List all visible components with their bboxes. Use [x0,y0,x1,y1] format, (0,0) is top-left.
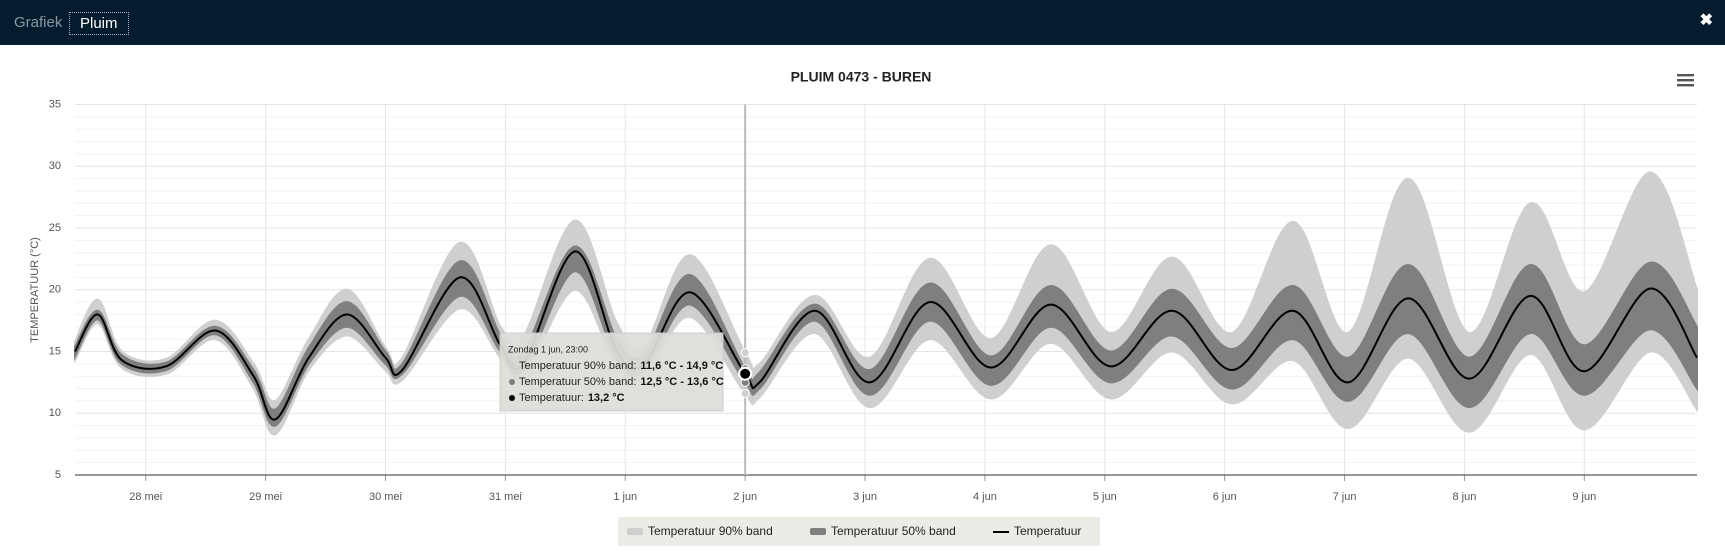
hover-point [738,366,753,381]
hover-point [740,348,750,358]
tooltip-row: Temperatuur 50% band: 12,5 °C - 13,6 °C [519,376,724,388]
x-tick-label: 7 jun [1333,491,1357,503]
y-tick-label: 30 [49,160,61,172]
x-tick-label: 1 jun [613,491,637,503]
hover-point [740,388,750,398]
x-tick-label: 29 mei [249,491,282,503]
tooltip-value: 11,6 °C - 14,9 °C [640,360,723,372]
close-button[interactable]: ✖ [1699,12,1713,29]
tooltip-dot [509,379,515,385]
tooltip: Zondag 1 jun, 23:00 Temperatuur 90% band:… [499,332,724,412]
chart-title: PLUIM 0473 - BUREN [791,69,932,85]
y-tick-label: 15 [49,345,61,357]
y-tick-label: 5 [55,469,61,481]
legend-label: Temperatuur [1014,524,1081,538]
x-tick-label: 31 mei [489,491,522,503]
tooltip-label: Temperatuur 50% band: [519,376,636,388]
x-tick-label: 4 jun [973,491,997,503]
legend-swatch [627,528,643,535]
chart: PLUIM 0473 - BUREN TEMPERATUUR (°C) 5 10 1… [29,69,1698,546]
y-tick-label: 35 [49,98,61,110]
x-tick-label: 30 mei [369,491,402,503]
header-bar: Grafiek Pluim ✖ [0,0,1725,45]
x-tick-label: 28 mei [129,491,162,503]
x-tick-label: 8 jun [1452,491,1476,503]
line [74,250,1698,421]
menu-icon[interactable] [1677,74,1694,87]
x-tick-label: 3 jun [853,491,877,503]
tooltip-value: 12,5 °C - 13,6 °C [640,376,723,388]
legend-label: Temperatuur 90% band [648,524,773,538]
y-tick-label: 20 [49,284,61,296]
tooltip-row: Temperatuur: 13,2 °C [519,392,625,404]
tooltip-row: Temperatuur 90% band: 11,6 °C - 14,9 °C [519,360,723,372]
tooltip-dot [509,363,515,369]
y-tick-label: 25 [49,222,61,234]
x-tick-label: 6 jun [1213,491,1237,503]
legend-label: Temperatuur 50% band [831,524,956,538]
tooltip-label: Temperatuur 90% band: [519,360,636,372]
y-tick-label: 10 [49,407,61,419]
tab-active[interactable]: Pluim [69,12,129,35]
tooltip-title: Zondag 1 jun, 23:00 [508,344,588,354]
x-tick-label: 2 jun [733,491,757,503]
tooltip-box [499,332,724,412]
tooltip-dot [509,395,515,401]
legend-swatch [810,528,826,535]
tab[interactable]: Grafiek [14,14,63,31]
x-tick-label: 5 jun [1093,491,1117,503]
tooltip-label: Temperatuur: [519,392,584,404]
x-tick-label: 9 jun [1572,491,1596,503]
tooltip-value: 13,2 °C [588,392,625,404]
y-axis-label: TEMPERATUUR (°C) [29,237,41,343]
legend-box [618,517,1100,546]
